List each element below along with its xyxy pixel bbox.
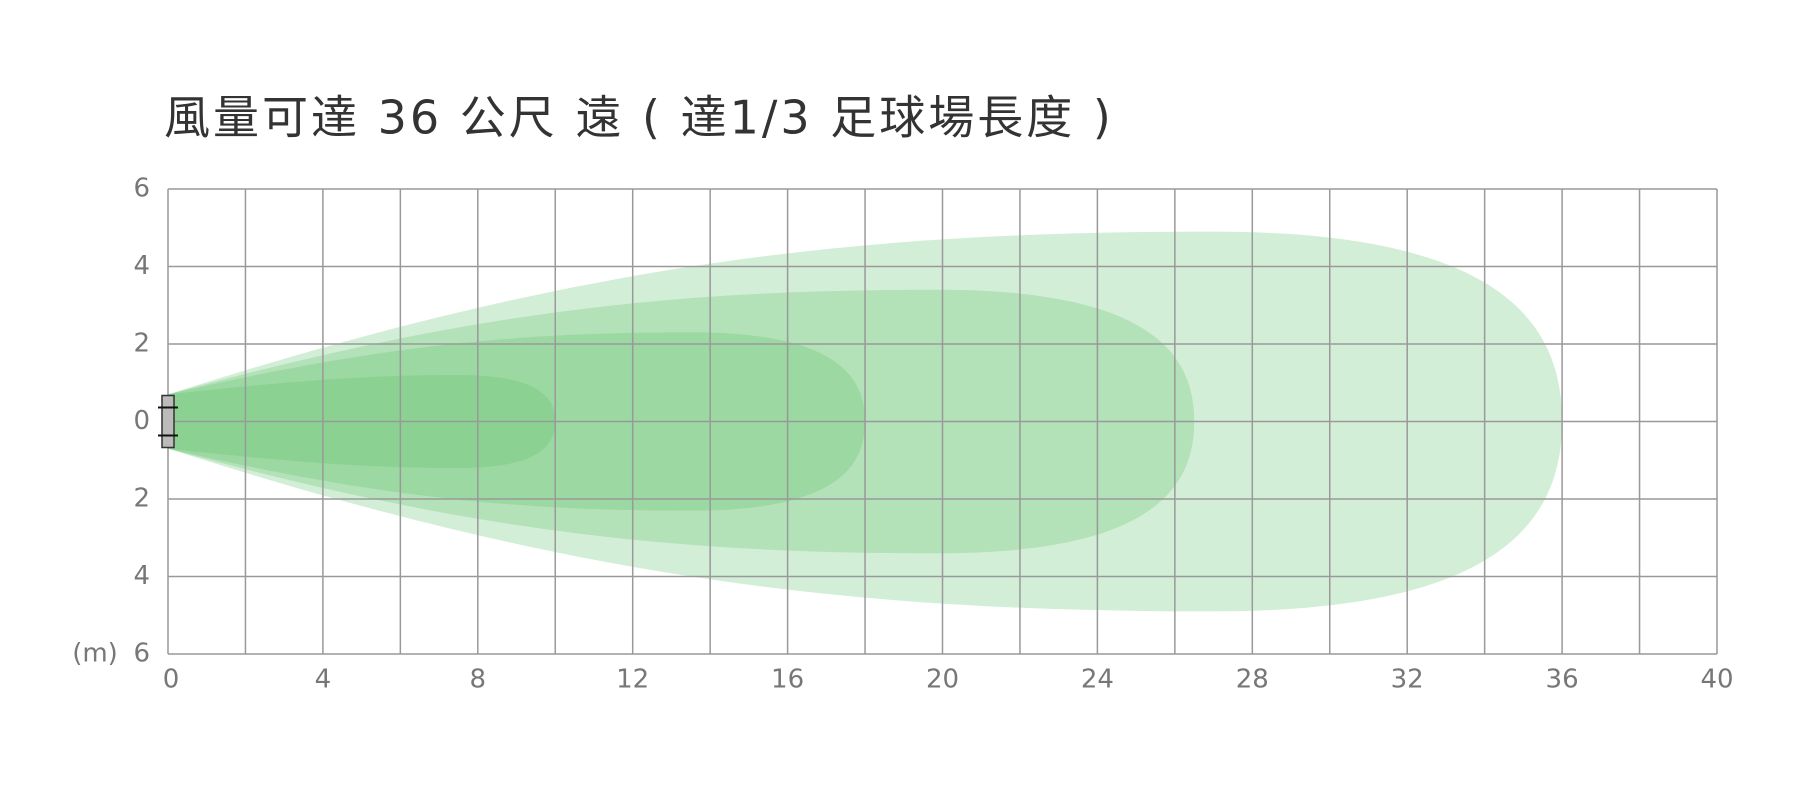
x-tick-label: 40	[1700, 665, 1733, 695]
y-tick-label: 4	[133, 251, 150, 281]
x-tick-label: 28	[1236, 665, 1269, 695]
x-tick-label: 20	[926, 665, 959, 695]
y-tick-label: 6	[133, 174, 150, 204]
y-unit: (m)	[72, 639, 118, 669]
x-tick-label: 12	[616, 665, 649, 695]
fan-icon	[161, 394, 175, 449]
chart-title: 風量可達 36 公尺 遠 ( 達1/3 足球場長度 )	[164, 91, 1114, 145]
x-tick-label: 8	[470, 665, 487, 695]
y-tick-label: 2	[133, 329, 150, 359]
y-tick-label: 0	[133, 406, 150, 436]
x-tick-label: 16	[771, 665, 804, 695]
x-tick-label: 36	[1546, 665, 1579, 695]
x-tick-label: 32	[1391, 665, 1424, 695]
y-tick-label: 6	[133, 639, 150, 669]
x-tick-label: 0	[163, 665, 180, 695]
x-tick-label: 4	[315, 665, 332, 695]
y-tick-label: 2	[133, 484, 150, 514]
x-tick-label: 24	[1081, 665, 1114, 695]
y-tick-label: 4	[133, 561, 150, 591]
